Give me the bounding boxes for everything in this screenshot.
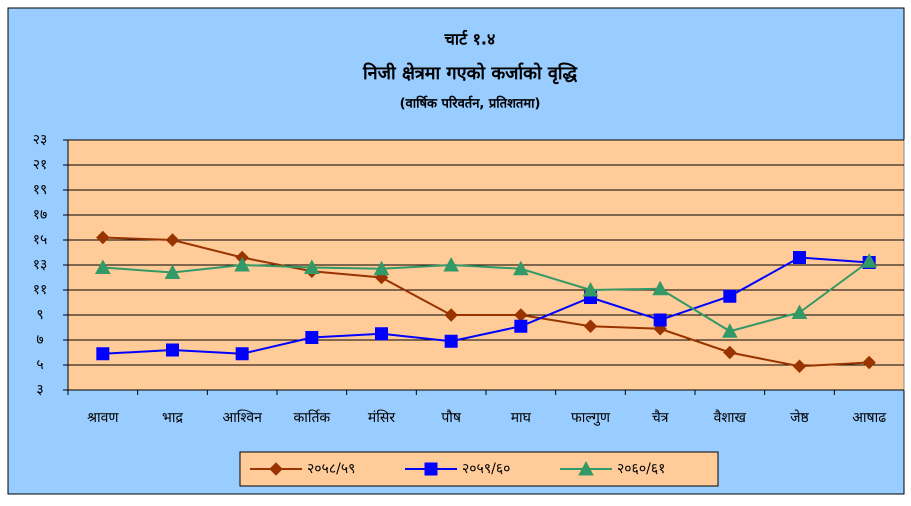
y-tick-label: १३: [33, 257, 48, 273]
point-marker: [653, 313, 667, 327]
point-marker: [444, 308, 458, 322]
legend-box: [239, 451, 719, 487]
x-tick-label: श्रावण: [87, 410, 119, 426]
x-tick-label: भाद्र: [162, 410, 183, 426]
point-marker: [723, 289, 737, 303]
point-marker: [164, 264, 181, 279]
y-tick-label: ३: [36, 382, 43, 398]
legend-label: २०५८/५९: [307, 461, 355, 477]
point-marker: [94, 259, 111, 274]
point-marker: [791, 304, 808, 319]
x-tick-label: चैत्र: [652, 409, 669, 426]
point-marker: [723, 345, 737, 360]
series-line: [102, 260, 870, 333]
y-tick-label: १५: [33, 232, 48, 248]
y-tick-label: १७: [33, 207, 48, 223]
point-marker: [514, 319, 528, 333]
legend-marker: [578, 460, 594, 476]
point-marker: [305, 331, 319, 344]
y-tick-label: ९: [36, 307, 43, 323]
point-marker: [444, 334, 458, 348]
point-marker: [721, 323, 738, 338]
point-marker: [512, 260, 529, 276]
point-marker: [582, 281, 599, 297]
point-marker: [583, 319, 598, 333]
x-tick-label: कार्तिक: [293, 409, 330, 426]
chart-note: (वार्षिक परिवर्तन, प्रतिशतमा): [400, 96, 541, 112]
y-tick-label: ५: [36, 357, 43, 373]
series-line: [102, 236, 870, 368]
point-marker: [96, 230, 110, 245]
point-marker: [792, 359, 807, 373]
chart-subtitle: निजी क्षेत्रमा गएको कर्जाको वृद्धि: [362, 62, 578, 85]
point-marker: [793, 251, 806, 264]
point-marker: [166, 343, 179, 357]
chart-title: चार्ट १.४: [444, 30, 496, 49]
x-tick-label: वैशाख: [714, 409, 747, 426]
x-tick-label: पौष: [441, 409, 462, 426]
y-tick-label: १९: [33, 182, 48, 198]
x-tick-label: जेष्ठ: [790, 409, 809, 426]
legend-label: २०६०/६१: [617, 461, 665, 477]
point-marker: [375, 327, 388, 341]
point-marker: [652, 280, 669, 296]
y-tick-label: २३: [33, 132, 48, 148]
point-marker: [235, 347, 249, 361]
point-marker: [165, 233, 180, 247]
x-tick-label: माघ: [511, 410, 532, 426]
legend-marker: [269, 462, 283, 476]
legend-label: २०५९/६०: [462, 461, 510, 477]
x-tick-label: मंसिर: [368, 409, 395, 426]
y-tick-label: ७: [36, 332, 43, 348]
y-tick-label: ११: [33, 282, 48, 298]
x-tick-label: आश्विन: [222, 409, 262, 426]
point-marker: [862, 355, 876, 370]
point-marker: [96, 347, 110, 361]
y-tick-label: २१: [33, 157, 48, 173]
point-marker: [303, 259, 320, 274]
point-marker: [443, 256, 460, 272]
point-marker: [234, 256, 251, 272]
point-marker: [373, 260, 390, 276]
x-tick-label: फाल्गुण: [571, 410, 611, 426]
point-marker: [861, 253, 878, 268]
x-tick-label: आषाढ: [852, 410, 887, 426]
series-line: [102, 256, 870, 355]
legend-marker: [424, 462, 438, 476]
